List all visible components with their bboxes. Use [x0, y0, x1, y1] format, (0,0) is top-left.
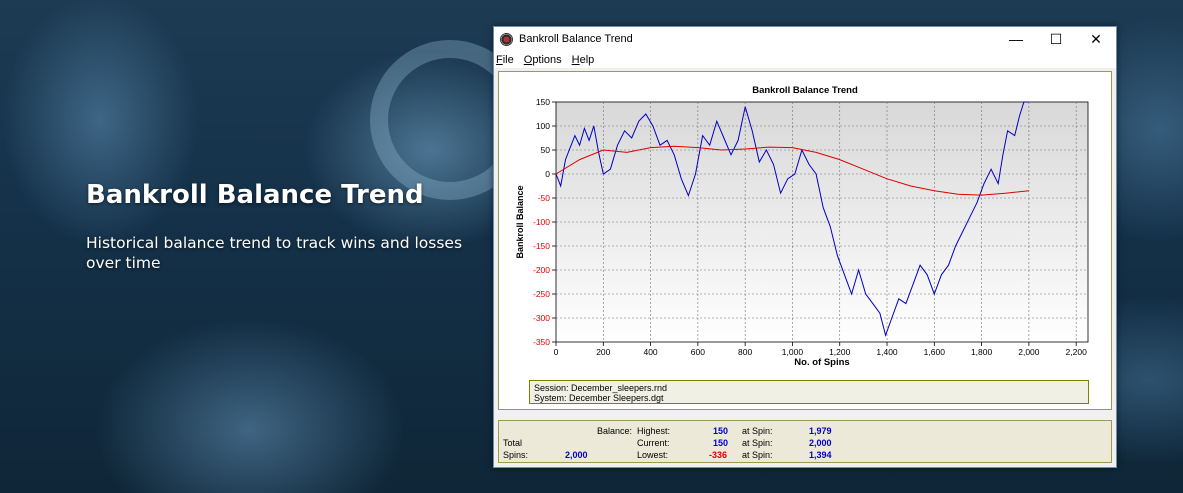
- lowest-value: -336: [709, 450, 728, 460]
- balance-chart: Bankroll Balance Trend 0 200 400 600 800 1,00…: [515, 85, 1089, 368]
- menu-file-mnemonic: F: [496, 53, 503, 66]
- balance-line: [555, 101, 1029, 337]
- balance-label: Balance:: [597, 426, 633, 436]
- x-tick-label: 400: [643, 347, 657, 357]
- y-tick-label: -250: [533, 289, 550, 299]
- menu-options[interactable]: Options: [522, 54, 568, 66]
- session-info-box: Session: December_sleepers.rnd System: D…: [529, 380, 1089, 404]
- menu-file[interactable]: File: [494, 54, 520, 66]
- y-tick-label: -350: [533, 337, 550, 347]
- menu-help-mnemonic: H: [571, 53, 580, 66]
- x-tick-label: 1,800: [971, 347, 993, 357]
- chart-grid: [556, 102, 1088, 342]
- x-tick-label: 0: [554, 347, 559, 357]
- current-value: 150: [713, 438, 729, 448]
- spins-label: Spins:: [503, 450, 529, 460]
- y-tick-label: 0: [545, 169, 550, 179]
- y-tick-label: 50: [541, 145, 551, 155]
- app-window: Bankroll Balance Trend — ☐ ✕ File Option…: [493, 26, 1117, 468]
- x-tick-label: 800: [738, 347, 752, 357]
- y-tick-label: 150: [536, 97, 550, 107]
- lowest-at-value: 1,394: [809, 450, 832, 460]
- current-label: Current:: [637, 438, 670, 448]
- y-axis-label: Bankroll Balance: [515, 185, 525, 258]
- x-tick-label: 2,000: [1018, 347, 1040, 357]
- highest-value: 150: [713, 426, 729, 436]
- minimize-button[interactable]: —: [1009, 31, 1023, 47]
- maximize-button[interactable]: ☐: [1049, 30, 1063, 47]
- menu-options-mnemonic: O: [523, 53, 533, 66]
- menu-help[interactable]: Help: [570, 54, 601, 66]
- session-name: Session: December_sleepers.rnd: [534, 383, 668, 393]
- menu-options-label: ptions: [532, 53, 562, 66]
- x-axis-label: No. of Spins: [794, 357, 849, 368]
- close-button[interactable]: ✕: [1090, 30, 1102, 47]
- menu-file-label: ile: [502, 53, 514, 66]
- x-tick-label: 1,400: [876, 347, 898, 357]
- lowest-at-label: at Spin:: [742, 450, 773, 460]
- x-tick-label: 1,600: [924, 347, 946, 357]
- y-tick-label: -200: [533, 265, 550, 275]
- hero-subtitle: Historical balance trend to track wins a…: [86, 234, 463, 272]
- chart-title: Bankroll Balance Trend: [752, 85, 858, 96]
- x-tick-label: 600: [691, 347, 705, 357]
- x-tick-label: 1,000: [782, 347, 804, 357]
- lowest-label: Lowest:: [637, 450, 669, 460]
- total-label: Total: [503, 438, 523, 448]
- x-tick-label: 1,200: [829, 347, 851, 357]
- highest-at-value: 1,979: [809, 426, 832, 436]
- window-controls: — ☐ ✕: [996, 27, 1116, 51]
- y-axis-ticks: 150 100 50 0 -50 -100 -150 -200 -250 -300 -350: [533, 97, 556, 347]
- x-tick-label: 200: [596, 347, 610, 357]
- spins-value: 2,000: [565, 450, 588, 460]
- menu-bar: File Options Help: [494, 51, 1116, 68]
- hero-title: Bankroll Balance Trend: [86, 180, 424, 210]
- y-tick-label: -300: [533, 313, 550, 323]
- trend-line: [555, 145, 1029, 196]
- y-tick-label: 100: [536, 121, 550, 131]
- highest-at-label: at Spin:: [742, 426, 773, 436]
- chart-series: [555, 101, 1029, 337]
- current-at-value: 2,000: [809, 438, 832, 448]
- highest-label: Highest:: [637, 426, 671, 436]
- system-name: System: December Sleepers.dgt: [534, 393, 664, 403]
- y-tick-label: -50: [538, 193, 551, 203]
- y-tick-label: -150: [533, 241, 550, 251]
- chart-panel: Bankroll Balance Trend 0 200 400 600 800 1,00…: [498, 71, 1112, 410]
- x-axis-ticks: 0 200 400 600 800 1,000 1,200 1,400 1,600 1,800 2,…: [554, 342, 1087, 357]
- menu-help-label: elp: [579, 53, 595, 66]
- x-tick-label: 2,200: [1066, 347, 1088, 357]
- app-roulette-icon[interactable]: [500, 32, 513, 46]
- current-at-label: at Spin:: [742, 438, 773, 448]
- stats-panel: Balance: Total Spins: 2,000 Highest: 150…: [498, 420, 1112, 463]
- title-bar[interactable]: Bankroll Balance Trend — ☐ ✕: [494, 27, 1116, 51]
- y-tick-label: -100: [533, 217, 550, 227]
- window-title: Bankroll Balance Trend: [519, 33, 633, 45]
